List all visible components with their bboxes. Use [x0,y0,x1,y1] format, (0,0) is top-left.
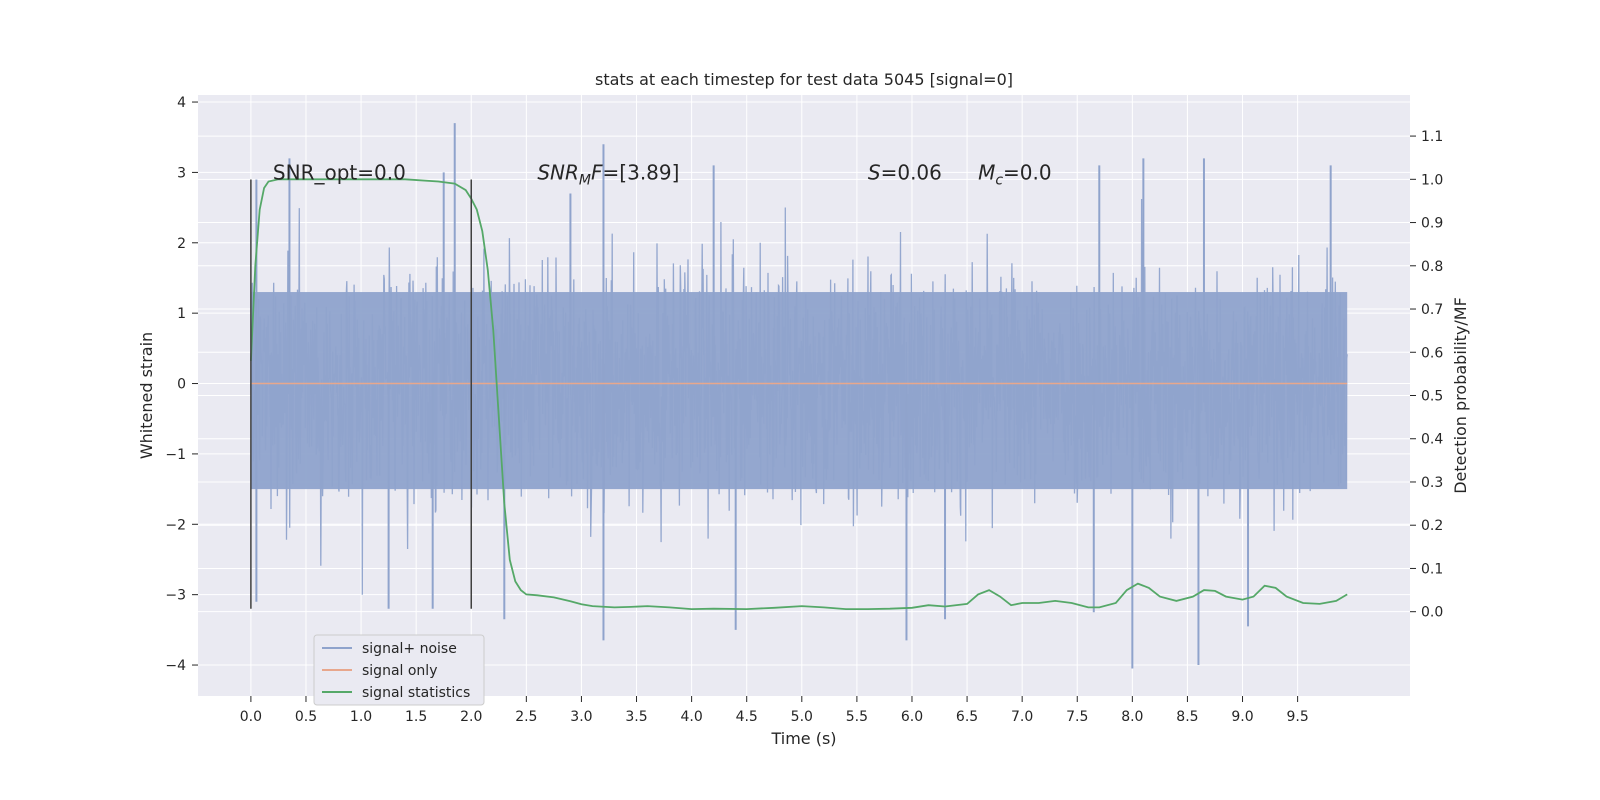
annotation-subscript: c [995,172,1003,188]
y2-tick-label: 0.0 [1421,605,1443,621]
legend-box [313,634,485,706]
y-tick-label: 0 [177,377,186,393]
x-tick-label: 0.5 [295,709,317,725]
y2-tick-label: 1.1 [1421,129,1443,145]
y-tick-label: 2 [177,236,186,252]
x-tick-label: 3.0 [570,709,592,725]
y-tick-label: −2 [165,517,186,533]
x-tick-label: 7.5 [1066,709,1088,725]
x-axis: 0.0 0.5 1.0 1.5 2.0 2.5 3.0 3.5 4.0 4.5 5.0 5.5 6.0 6… [240,696,1309,725]
y2-tick-label: 0.6 [1421,345,1443,361]
y-tick-label: 4 [177,95,186,111]
x-tick-label: 4.0 [680,709,702,725]
x-tick-label: 4.5 [736,709,758,725]
annotation-italic: M [978,160,995,184]
series-signal-noise [250,123,1348,669]
plot-marks [250,123,1348,669]
chart-title: stats at each timestep for test data 504… [595,70,1013,89]
annotation-italic: SNR [537,160,579,184]
x-tick-label: 9.5 [1286,709,1308,725]
y2-tick-label: 0.4 [1421,432,1443,448]
y2-tick-label: 1.0 [1421,172,1443,188]
annotation-3: Mc=0.0 [978,160,1052,188]
x-tick-label: 9.0 [1231,709,1253,725]
y-axis-label: Whitened strain [137,332,156,459]
annotation-text: =0.0 [1003,160,1052,184]
annotation-italic: F [591,160,603,184]
legend-label: signal statistics [362,685,470,701]
legend: signal+ noise signal only signal statistic… [313,634,485,706]
y2-tick-label: 0.9 [1421,216,1443,232]
x-tick-label: 2.0 [460,709,482,725]
y-tick-label: 1 [177,306,186,322]
y2-tick-label: 0.8 [1421,259,1443,275]
y2-axis-label: Detection probability/MF [1451,297,1470,494]
y-axis-right: 1.1 1.0 0.9 0.8 0.7 0.6 0.5 0.4 0.3 0.2 0.1 0.0 [1410,129,1443,621]
y-tick-label: −1 [165,447,186,463]
annotation-text: SNR_opt=0.0 [273,160,406,184]
x-tick-label: 0.0 [240,709,262,725]
annotation-subscript: M [579,172,591,188]
y-tick-label: 3 [177,165,186,181]
x-tick-label: 5.5 [846,709,868,725]
annotation-italic: S [868,160,881,184]
y-tick-label: −3 [165,588,186,604]
y-axis-left: 4 3 2 1 0 −1 −2 −3 −4 [165,95,198,674]
x-tick-label: 6.0 [901,709,923,725]
x-axis-label: Time (s) [770,729,836,748]
y2-tick-label: 0.3 [1421,475,1443,491]
x-tick-label: 8.5 [1176,709,1198,725]
x-tick-label: 1.0 [350,709,372,725]
annotations: SNR_opt=0.0 SNRMF=[3.89] S=0.06 Mc=0.0 [273,160,1052,188]
x-tick-label: 1.5 [405,709,427,725]
annotation-text: =[3.89] [603,160,680,184]
annotation-0: SNR_opt=0.0 [273,160,406,184]
noise-band [250,292,1348,490]
annotation-1: SNRMF=[3.89] [537,160,679,188]
y2-tick-label: 0.7 [1421,302,1443,318]
y2-tick-label: 0.5 [1421,389,1443,405]
legend-label: signal+ noise [362,641,457,657]
series-line [250,178,1348,611]
x-tick-label: 8.0 [1121,709,1143,725]
y2-tick-label: 0.1 [1421,561,1443,577]
annotation-text: =0.06 [881,160,942,184]
series-signal-statistics [250,178,1348,611]
x-tick-label: 6.5 [956,709,978,725]
x-tick-label: 3.5 [625,709,647,725]
x-tick-label: 7.0 [1011,709,1033,725]
y2-tick-label: 0.2 [1421,518,1443,534]
annotation-2: S=0.06 [868,160,942,184]
legend-label: signal only [362,663,437,679]
y-tick-label: −4 [165,658,186,674]
x-tick-label: 5.0 [791,709,813,725]
x-tick-label: 2.5 [515,709,537,725]
